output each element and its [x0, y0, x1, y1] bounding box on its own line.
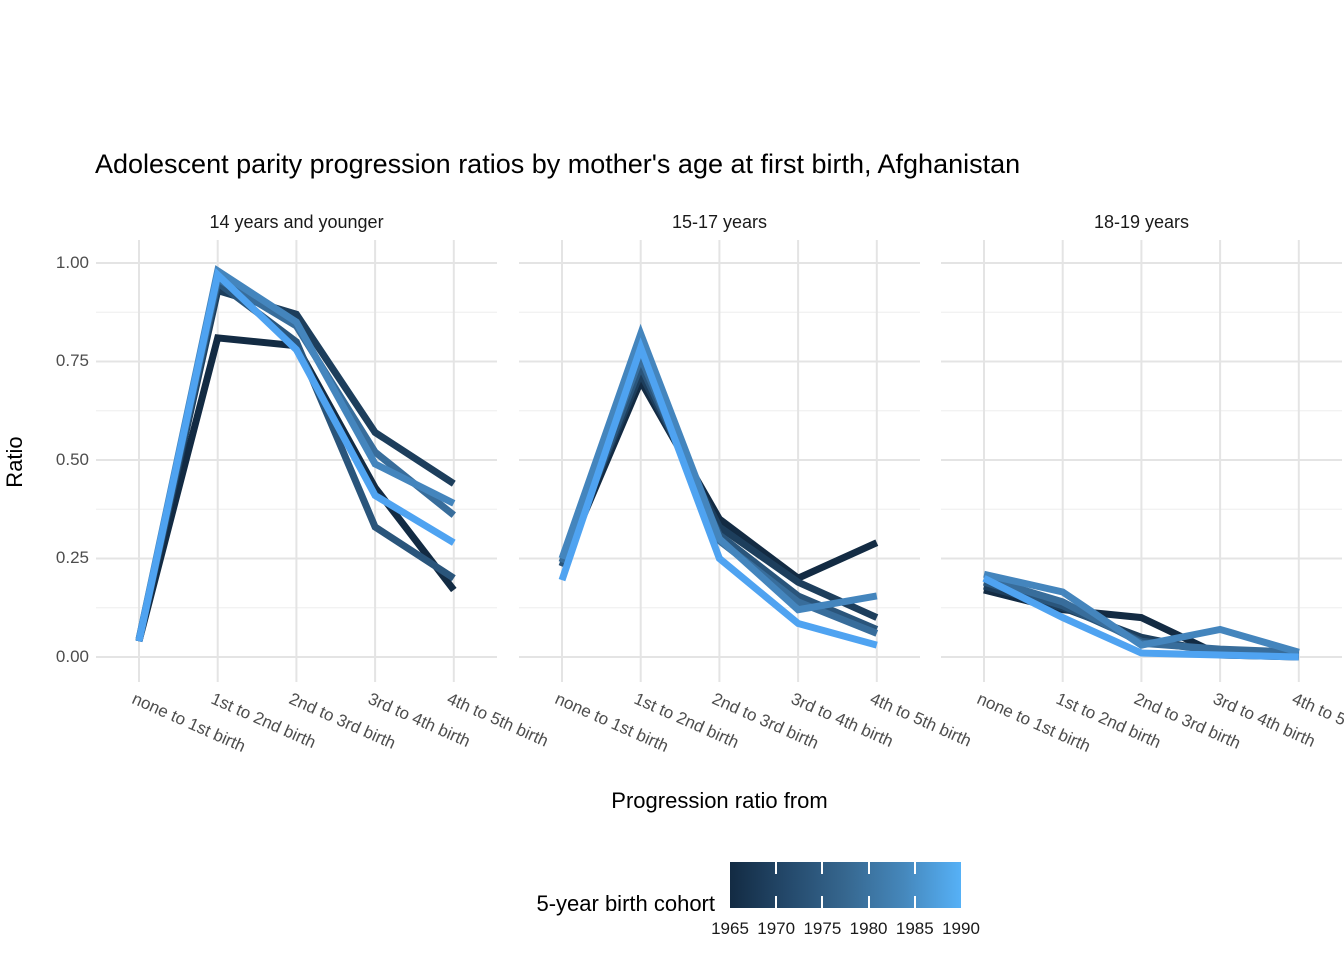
colorbar-tick: [867, 896, 870, 908]
colorbar-tick: [775, 896, 778, 908]
x-axis-title: Progression ratio from: [611, 788, 828, 813]
legend-label-1975: 1975: [803, 919, 842, 938]
facet-label-15-17: 15-17 years: [671, 212, 768, 232]
colorbar-tick: [821, 862, 824, 874]
legend-label-1985: 1985: [895, 919, 934, 938]
legend-label-1965: 1965: [711, 919, 749, 938]
legend-label-1980: 1980: [849, 919, 888, 938]
colorbar-tick: [821, 896, 824, 908]
colorbar-tick: [775, 862, 778, 874]
y-tick-label-0.25: 0.25: [55, 548, 89, 567]
colorbar-tick: [913, 862, 916, 874]
y-tick-label-0.50: 0.50: [55, 450, 89, 469]
colorbar-tick: [867, 862, 870, 874]
colorbar-tick: [913, 896, 916, 908]
cohort-line-1985: [983, 570, 1300, 656]
legend-colorbar: [730, 862, 961, 908]
facet-label-14-and-younger: 14 years and younger: [209, 212, 384, 232]
facet-panel-2: [519, 240, 920, 682]
y-tick-label-0.00: 0.00: [55, 647, 89, 666]
legend-label-1990: 1990: [942, 919, 980, 938]
facet-panel-1: [96, 240, 497, 682]
legend-title: 5-year birth cohort: [536, 891, 715, 916]
y-tick-label-0.75: 0.75: [55, 351, 89, 370]
cohort-line-1990: [982, 575, 1299, 661]
chart-title: Adolescent parity progression ratios by …: [95, 149, 1021, 179]
legend-label-1970: 1970: [757, 919, 796, 938]
facet-label-18-19: 18-19 years: [1093, 212, 1190, 232]
cohort-line-1990: [135, 267, 456, 642]
y-tick-label-1.00: 1.00: [55, 253, 89, 272]
cohort-line-1990: [558, 337, 878, 649]
facet-panel-3: [941, 240, 1342, 682]
cohort-line-1985: [558, 323, 878, 614]
